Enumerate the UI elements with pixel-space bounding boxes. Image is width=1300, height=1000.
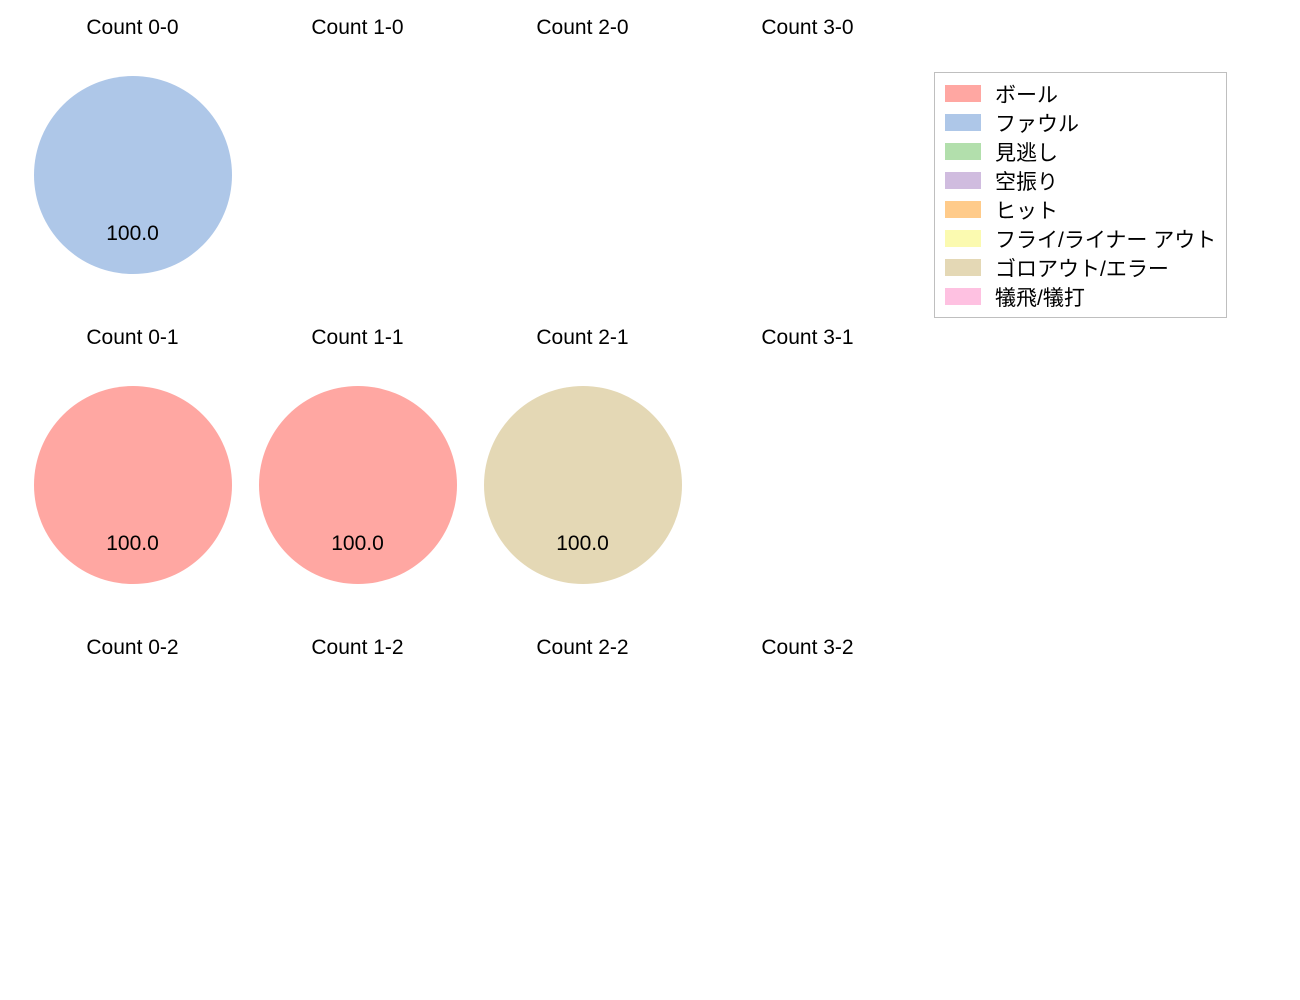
cell-title: Count 2-2 (470, 636, 695, 660)
legend-label: ヒット (995, 195, 1058, 225)
legend-swatch (945, 114, 981, 131)
pie-slice-label: 100.0 (331, 532, 384, 556)
legend-item: 空振り (945, 166, 1216, 195)
cell-0-2: Count 0-2 (20, 630, 245, 940)
cell-title: Count 0-1 (20, 326, 245, 350)
legend-item: ゴロアウト/エラー (945, 253, 1216, 282)
grid-row: Count 0-0 100.0 Count 1-0 Count 2-0 Coun… (20, 10, 920, 320)
legend-item: 見逃し (945, 137, 1216, 166)
cell-0-1: Count 0-1 100.0 (20, 320, 245, 630)
legend-label: フライ/ライナー アウト (995, 224, 1216, 254)
pie-chart: 100.0 (484, 386, 682, 584)
pie-chart: 100.0 (259, 386, 457, 584)
cell-title: Count 1-2 (245, 636, 470, 660)
cell-title: Count 3-0 (695, 16, 920, 40)
legend-swatch (945, 259, 981, 276)
legend-swatch (945, 172, 981, 189)
legend-swatch (945, 85, 981, 102)
legend-item: ボール (945, 79, 1216, 108)
legend-item: ヒット (945, 195, 1216, 224)
pie-chart: 100.0 (34, 76, 232, 274)
cell-title: Count 2-0 (470, 16, 695, 40)
legend-label: 犠飛/犠打 (995, 282, 1085, 312)
legend-swatch (945, 288, 981, 305)
legend-item: 犠飛/犠打 (945, 282, 1216, 311)
cell-1-1: Count 1-1 100.0 (245, 320, 470, 630)
cell-title: Count 1-0 (245, 16, 470, 40)
legend-label: ボール (995, 79, 1058, 109)
cell-3-2: Count 3-2 (695, 630, 920, 940)
cell-2-1: Count 2-1 100.0 (470, 320, 695, 630)
cell-title: Count 2-1 (470, 326, 695, 350)
cell-title: Count 0-2 (20, 636, 245, 660)
cell-0-0: Count 0-0 100.0 (20, 10, 245, 320)
pie-slice-label: 100.0 (556, 532, 609, 556)
grid-row: Count 0-2 Count 1-2 Count 2-2 Count 3-2 (20, 630, 920, 940)
legend-item: ファウル (945, 108, 1216, 137)
legend-swatch (945, 201, 981, 218)
legend-label: ゴロアウト/エラー (995, 253, 1169, 283)
legend-label: ファウル (995, 108, 1079, 138)
legend-swatch (945, 143, 981, 160)
cell-title: Count 3-1 (695, 326, 920, 350)
cell-1-0: Count 1-0 (245, 10, 470, 320)
cell-3-1: Count 3-1 (695, 320, 920, 630)
legend-item: フライ/ライナー アウト (945, 224, 1216, 253)
grid-row: Count 0-1 100.0 Count 1-1 100.0 Count 2-… (20, 320, 920, 630)
cell-3-0: Count 3-0 (695, 10, 920, 320)
cell-1-2: Count 1-2 (245, 630, 470, 940)
cell-title: Count 0-0 (20, 16, 245, 40)
cell-title: Count 3-2 (695, 636, 920, 660)
cell-2-0: Count 2-0 (470, 10, 695, 320)
pie-slice-label: 100.0 (106, 532, 159, 556)
legend: ボール ファウル 見逃し 空振り ヒット フライ/ライナー アウト ゴロアウト/… (934, 72, 1227, 318)
pie-slice-label: 100.0 (106, 222, 159, 246)
legend-label: 空振り (995, 166, 1058, 196)
legend-swatch (945, 230, 981, 247)
cell-title: Count 1-1 (245, 326, 470, 350)
legend-label: 見逃し (995, 137, 1058, 167)
pie-grid: Count 0-0 100.0 Count 1-0 Count 2-0 Coun… (20, 10, 920, 940)
cell-2-2: Count 2-2 (470, 630, 695, 940)
pie-chart: 100.0 (34, 386, 232, 584)
